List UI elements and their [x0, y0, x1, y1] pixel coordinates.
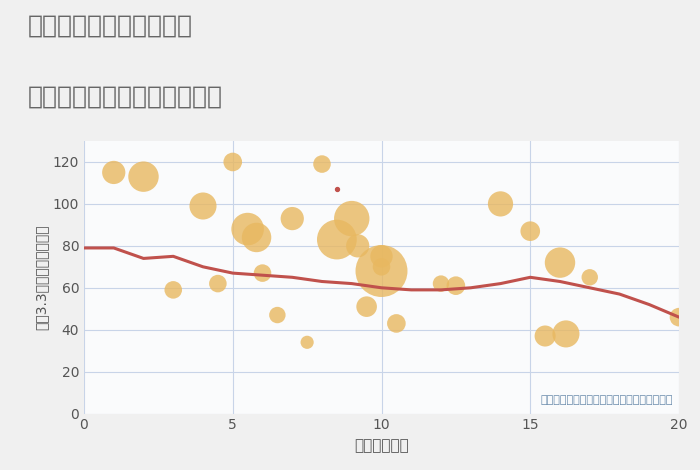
Point [197, 202, 209, 210]
Point [554, 259, 566, 266]
Point [302, 338, 313, 346]
Point [331, 236, 342, 243]
Text: 三重県四日市市新浜町の: 三重県四日市市新浜町の [28, 14, 193, 38]
Point [316, 160, 328, 168]
Point [376, 267, 387, 275]
Point [331, 186, 342, 193]
Text: 円の大きさは、取引のあった物件面積を示す: 円の大きさは、取引のあった物件面積を示す [540, 395, 673, 406]
Point [346, 215, 357, 222]
Point [391, 320, 402, 327]
Point [352, 242, 363, 250]
Point [242, 225, 253, 233]
Point [227, 158, 238, 166]
Point [361, 303, 372, 310]
Point [495, 200, 506, 208]
Point [251, 234, 262, 241]
Point [212, 280, 223, 287]
Point [376, 263, 387, 271]
Y-axis label: 坪（3.3㎡）単価（万円）: 坪（3.3㎡）単価（万円） [34, 225, 48, 330]
Point [287, 215, 298, 222]
Point [435, 280, 447, 287]
Point [673, 313, 685, 321]
Point [525, 227, 536, 235]
Point [138, 173, 149, 180]
Point [108, 169, 119, 176]
Point [450, 282, 461, 290]
Point [168, 286, 179, 294]
Point [272, 311, 283, 319]
Point [376, 252, 387, 260]
X-axis label: 駅距離（分）: 駅距離（分） [354, 438, 409, 453]
Point [257, 269, 268, 277]
Point [561, 330, 572, 337]
Point [540, 332, 551, 340]
Text: 駅距離別中古マンション価格: 駅距離別中古マンション価格 [28, 85, 223, 109]
Point [584, 274, 595, 281]
